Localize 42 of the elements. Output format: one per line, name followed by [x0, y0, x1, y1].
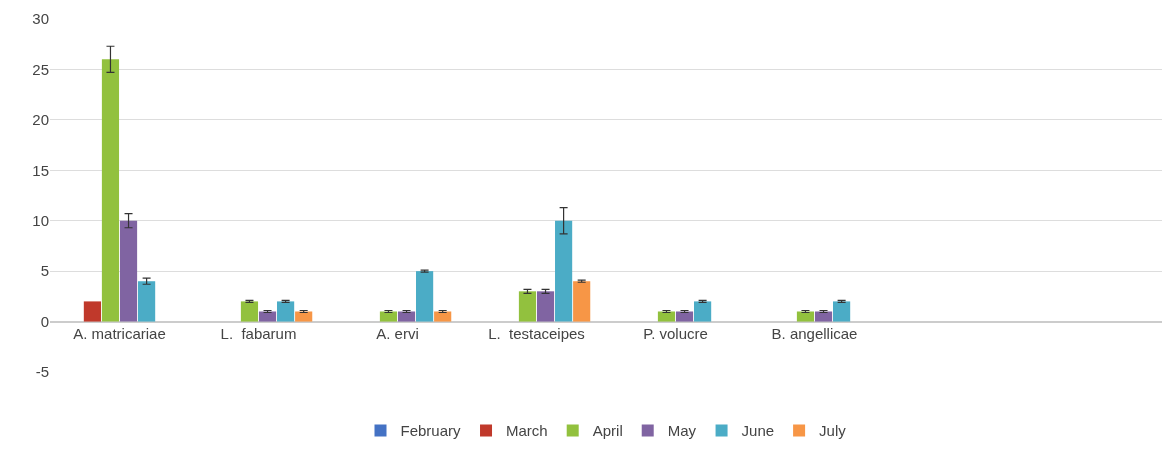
bar — [833, 301, 851, 322]
legend-label: February — [400, 422, 462, 440]
bar — [536, 291, 555, 322]
bar — [119, 220, 138, 322]
y-tick-label: 30 — [32, 10, 49, 28]
legend-label: May — [667, 422, 697, 440]
bar — [277, 301, 295, 322]
bar — [83, 301, 101, 322]
legend-label: April — [592, 422, 623, 440]
y-tick-label: -5 — [35, 363, 49, 381]
y-tick-label: 20 — [32, 111, 49, 129]
x-tick-label: L. fabarum — [220, 324, 297, 342]
bar — [101, 59, 120, 322]
bar — [416, 271, 434, 322]
bar — [796, 311, 815, 322]
bar — [258, 311, 277, 322]
x-tick-label: L. testaceipes — [488, 324, 585, 342]
x-tick-label: P. volucre — [643, 324, 708, 342]
x-tick-label: A. ervi — [376, 324, 419, 342]
bar — [573, 281, 591, 322]
legend-label: July — [819, 422, 847, 440]
legend-label: June — [741, 422, 775, 440]
y-tick-label: 0 — [40, 312, 49, 330]
bar — [657, 311, 676, 322]
bar — [295, 311, 313, 322]
x-tick-label: B. angellicae — [771, 324, 858, 342]
bar — [240, 301, 259, 322]
y-tick-label: 10 — [32, 211, 49, 229]
x-tick-label: A. matricariae — [73, 324, 166, 342]
bar — [138, 281, 156, 322]
bar — [675, 311, 694, 322]
bar — [379, 311, 398, 322]
bar — [518, 291, 537, 322]
bar — [694, 301, 712, 322]
bar — [814, 311, 833, 322]
y-tick-label: 5 — [40, 262, 49, 280]
bar — [397, 311, 416, 322]
legend-label: March — [506, 422, 548, 440]
bar — [555, 220, 573, 322]
y-tick-label: 25 — [32, 60, 49, 78]
bar — [434, 311, 452, 322]
y-tick-label: 15 — [32, 161, 49, 179]
